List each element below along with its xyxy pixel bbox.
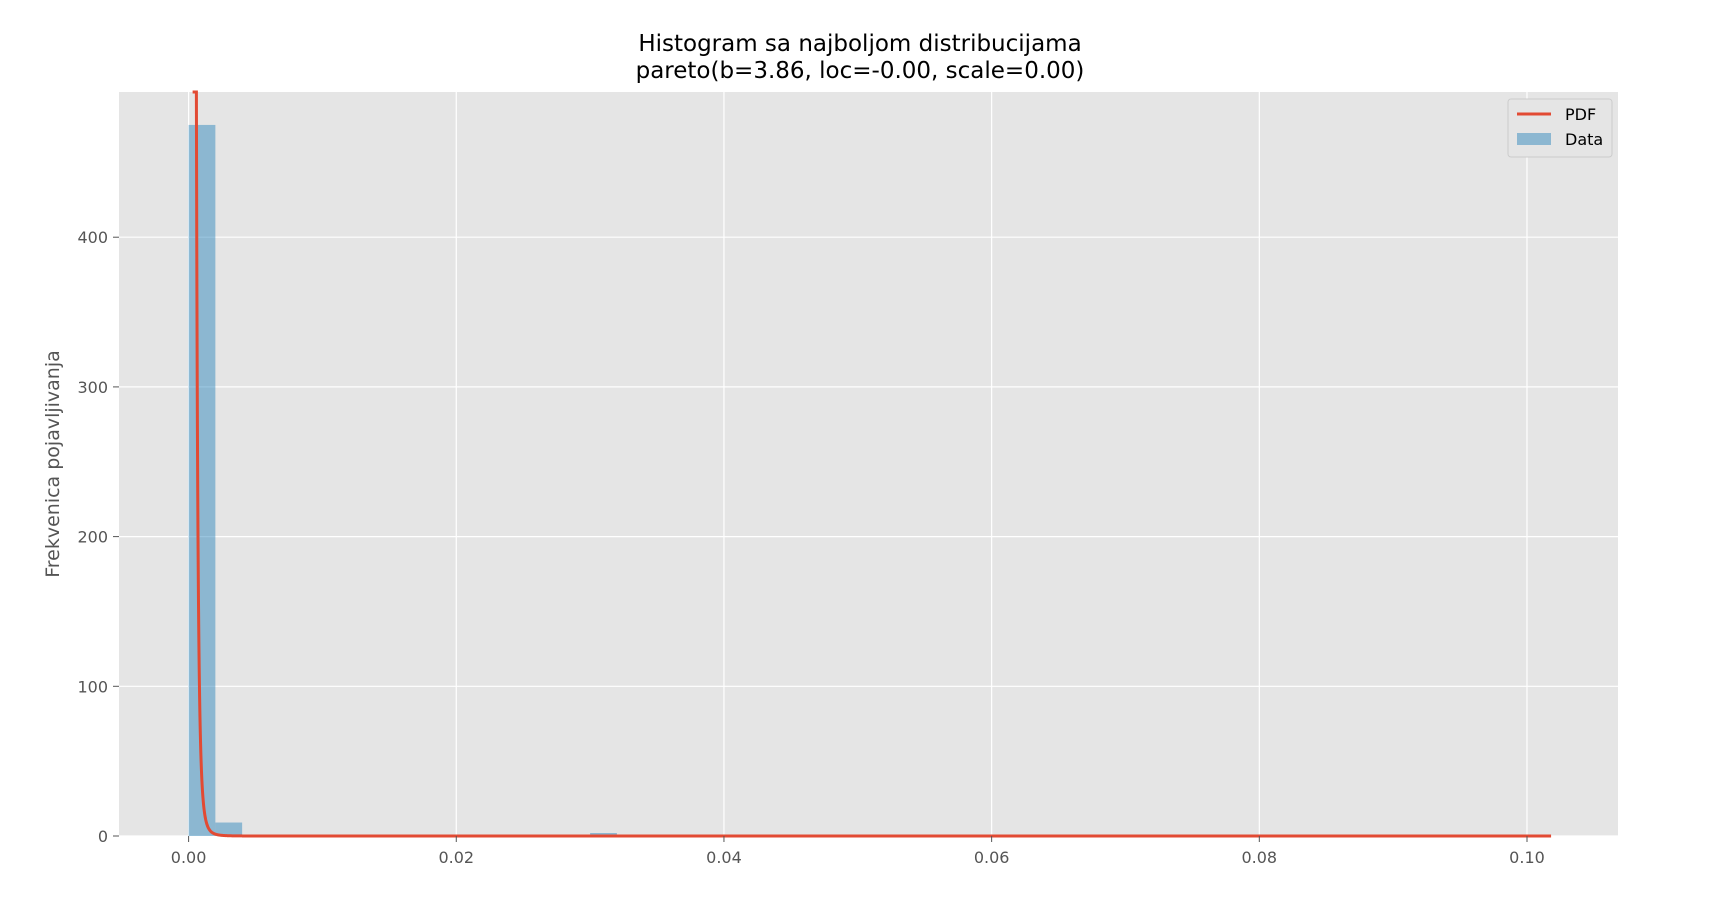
y-tick-label: 200 — [77, 528, 108, 547]
x-tick-label: 0.02 — [438, 848, 474, 867]
pdf-line — [192, 90, 1552, 838]
x-tick-label: 0.08 — [1241, 848, 1277, 867]
histogram-bars — [188, 124, 617, 837]
pdf-line-group — [192, 90, 1552, 838]
legend: PDF Data — [1507, 98, 1613, 158]
y-tick-label: 300 — [77, 378, 108, 397]
y-tick-label: 0 — [98, 827, 108, 846]
histogram-bar — [188, 124, 216, 837]
legend-pdf-label: PDF — [1565, 105, 1596, 124]
x-tick-label: 0.04 — [706, 848, 742, 867]
histogram-bar — [215, 822, 243, 836]
chart-title: Histogram sa najboljom distribucijama — [638, 31, 1081, 57]
x-tick-label: 0.06 — [974, 848, 1010, 867]
legend-data-label: Data — [1565, 130, 1603, 149]
x-tick-label: 0.00 — [171, 848, 207, 867]
x-tick-label: 0.10 — [1509, 848, 1545, 867]
y-axis-label: Frekvenica pojavljivanja — [42, 350, 64, 578]
y-tick-label: 400 — [77, 228, 108, 247]
y-axis-ticks: 0 100 200 300 400 — [77, 228, 119, 846]
y-tick-label: 100 — [77, 677, 108, 696]
legend-data-swatch — [1517, 133, 1551, 145]
chart-subtitle: pareto(b=3.86, loc=-0.00, scale=0.00) — [636, 58, 1085, 84]
x-axis-ticks: 0.00 0.02 0.04 0.06 0.08 0.10 — [171, 836, 1545, 867]
plot-area — [119, 92, 1618, 836]
